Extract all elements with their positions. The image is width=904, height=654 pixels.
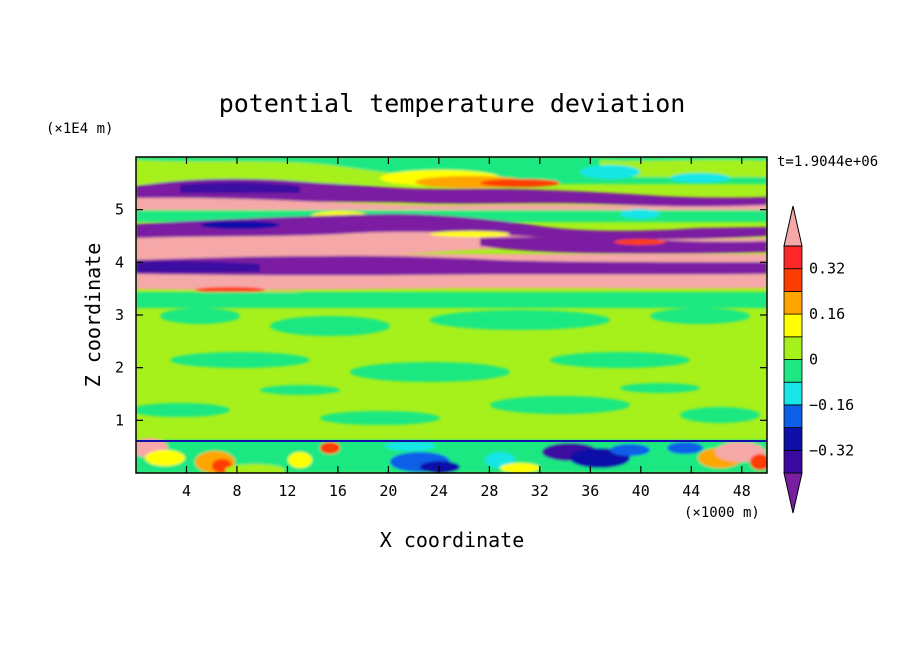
y-axis: 1 2 3 4 5: [115, 201, 767, 429]
x-axis-label: X coordinate: [380, 528, 525, 552]
colorbar-tick-label: 0.32: [809, 260, 845, 278]
colorbar-bin: [783, 245, 803, 270]
colorbar-bin: [783, 427, 803, 451]
colorbar-tick-label: −0.16: [809, 396, 854, 414]
colorbar-bin: [783, 268, 803, 292]
x-tick-label: 12: [278, 482, 296, 500]
x-tick-label: 4: [182, 482, 191, 500]
colorbar-tick-label: 0: [809, 351, 818, 369]
x-tick-label: 20: [379, 482, 397, 500]
x-unit-label: (×1000 m): [684, 505, 760, 521]
chart-title: potential temperature deviation: [219, 89, 686, 118]
x-tick-label: 24: [430, 482, 448, 500]
colorbar-bin: [783, 336, 803, 360]
y-tick-label: 5: [115, 201, 124, 219]
colorbar-bin: [783, 313, 803, 338]
colorbar-bin: [783, 359, 803, 383]
y-unit-label: (×1E4 m): [46, 121, 113, 137]
colorbar-tick-label: −0.32: [809, 441, 854, 459]
x-tick-label: 48: [733, 482, 751, 500]
colorbar: 0.32 0.16 0 −0.16 −0.32: [783, 205, 854, 514]
colorbar-bin: [783, 404, 803, 428]
x-tick-label: 36: [581, 482, 599, 500]
contour-field: [136, 157, 767, 473]
y-tick-label: 1: [115, 411, 124, 429]
colorbar-bin: [783, 449, 803, 474]
x-axis: 4 8 12 16 20 24 28 32 36 40 44 48: [182, 157, 751, 500]
x-tick-label: 44: [682, 482, 700, 500]
x-tick-label: 16: [329, 482, 347, 500]
time-label: t=1.9044e+06: [777, 154, 878, 170]
x-tick-label: 28: [480, 482, 498, 500]
x-tick-label: 8: [232, 482, 241, 500]
y-tick-label: 4: [115, 253, 124, 271]
y-tick-label: 3: [115, 306, 124, 324]
colorbar-tick-label: 0.16: [809, 305, 845, 323]
x-tick-label: 32: [531, 482, 549, 500]
colorbar-bin: [783, 290, 803, 315]
colorbar-extend-low: [783, 472, 803, 514]
colorbar-bin: [783, 381, 803, 406]
colorbar-extend-high: [783, 205, 803, 247]
y-tick-label: 2: [115, 359, 124, 377]
x-tick-label: 40: [632, 482, 650, 500]
y-axis-label: Z coordinate: [81, 243, 105, 388]
